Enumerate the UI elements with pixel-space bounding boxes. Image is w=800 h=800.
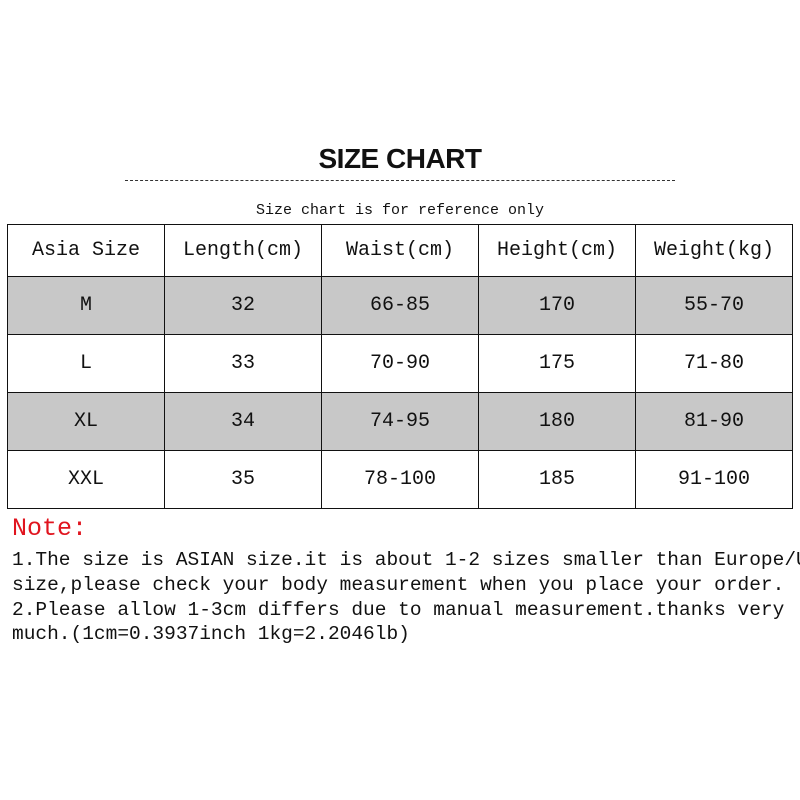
table-cell: 66-85 <box>321 276 479 335</box>
table-cell: 91-100 <box>635 450 793 509</box>
table-cell: 74-95 <box>321 392 479 451</box>
table-header-row: Asia Size Length(cm) Waist(cm) Height(cm… <box>7 224 793 277</box>
table-cell: 34 <box>164 392 322 451</box>
table-cell: 33 <box>164 334 322 393</box>
table-cell: 185 <box>478 450 636 509</box>
header-cell: Length(cm) <box>164 224 322 277</box>
table-cell: XL <box>7 392 165 451</box>
header-cell: Waist(cm) <box>321 224 479 277</box>
table-cell: 170 <box>478 276 636 335</box>
table-row: XXL 35 78-100 185 91-100 <box>7 450 793 509</box>
header-cell: Height(cm) <box>478 224 636 277</box>
table-cell: 180 <box>478 392 636 451</box>
note-line: 2.Please allow 1-3cm differs due to manu… <box>12 598 785 621</box>
note-line: much.(1cm=0.3937inch 1kg=2.2046lb) <box>12 623 410 646</box>
table-cell: 81-90 <box>635 392 793 451</box>
table-cell: M <box>7 276 165 335</box>
table-cell: 35 <box>164 450 322 509</box>
subtitle: Size chart is for reference only <box>255 202 545 219</box>
page-title: SIZE CHART <box>318 143 483 174</box>
note-line: 1.The size is ASIAN size.it is about 1-2… <box>12 549 800 571</box>
table-cell: 78-100 <box>321 450 479 509</box>
table-cell: L <box>7 334 165 393</box>
table-cell: 71-80 <box>635 334 793 393</box>
table-cell: 70-90 <box>321 334 479 393</box>
table-cell: 55-70 <box>635 276 793 335</box>
note-title: Note: <box>12 514 88 543</box>
note-text: 1.The size is ASIAN size.it is about 1-2… <box>12 548 800 647</box>
note-line: size,please check your body measurement … <box>12 573 785 596</box>
header-cell: Asia Size <box>7 224 165 277</box>
table-cell: XXL <box>7 450 165 509</box>
size-table: Asia Size Length(cm) Waist(cm) Height(cm… <box>7 224 793 509</box>
header-cell: Weight(kg) <box>635 224 793 277</box>
table-row: XL 34 74-95 180 81-90 <box>7 392 793 451</box>
dashed-divider <box>125 180 675 181</box>
table-row: L 33 70-90 175 71-80 <box>7 334 793 393</box>
table-cell: 32 <box>164 276 322 335</box>
table-row: M 32 66-85 170 55-70 <box>7 276 793 335</box>
table-cell: 175 <box>478 334 636 393</box>
